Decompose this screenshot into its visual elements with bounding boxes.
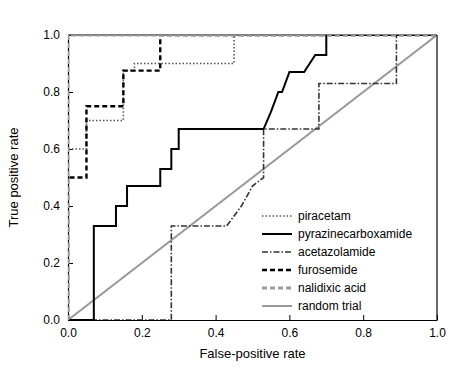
legend-swatch bbox=[262, 233, 292, 235]
y-axis-title: True positive rate bbox=[6, 128, 21, 228]
tick-label: 0.8 bbox=[355, 326, 372, 340]
tick: 0.4 bbox=[208, 315, 225, 340]
frame bbox=[436, 35, 437, 320]
legend-swatch bbox=[262, 269, 292, 271]
tick-label: 0.2 bbox=[134, 326, 151, 340]
tick-mark bbox=[216, 315, 217, 320]
tick: 0.8 bbox=[355, 315, 372, 340]
series-line bbox=[68, 35, 437, 320]
legend: piracetam pyrazinecarboxamide acetazolamid… bbox=[262, 209, 412, 313]
series-line bbox=[68, 35, 437, 320]
legend-label: furosemide bbox=[298, 263, 358, 277]
legend-label: nalidixic acid bbox=[298, 281, 366, 295]
series-line bbox=[68, 35, 437, 320]
tick-label: 0.4 bbox=[208, 326, 225, 340]
tick: 1.0 bbox=[429, 315, 446, 340]
legend-label: pyrazinecarboxamide bbox=[298, 227, 412, 241]
x-axis-title: False-positive rate bbox=[199, 346, 305, 361]
x-axis: 0.0 0.2 0.4 0.6 0.8 1.0 bbox=[60, 315, 446, 340]
legend-swatch bbox=[262, 215, 292, 217]
legend-swatch bbox=[262, 305, 292, 307]
legend-label: random trial bbox=[298, 299, 361, 313]
tick-label: 1.0 bbox=[43, 28, 60, 42]
chart: 0.0 0.2 0.4 0.6 0.8 1.0 0.0 0.2 0.4 0.6 0.8 1.0 Fals… bbox=[0, 0, 458, 370]
plot-area: 0.0 0.2 0.4 0.6 0.8 1.0 0.0 0.2 0.4 0.6 0.8 1.0 bbox=[43, 28, 446, 339]
legend-label: piracetam bbox=[298, 209, 351, 223]
series-line bbox=[68, 35, 437, 320]
series-line bbox=[68, 35, 437, 320]
axis-line bbox=[69, 320, 438, 321]
tick-label: 0.6 bbox=[282, 326, 299, 340]
series-group bbox=[68, 35, 437, 320]
tick-label: 0.0 bbox=[43, 313, 60, 327]
tick-label: 1.0 bbox=[429, 326, 446, 340]
tick: 0.6 bbox=[282, 315, 299, 340]
series-line bbox=[68, 35, 437, 320]
tick: 0.2 bbox=[134, 315, 151, 340]
legend-swatch bbox=[262, 287, 292, 290]
tick-label: 0.2 bbox=[43, 256, 60, 270]
tick-mark bbox=[68, 320, 73, 321]
tick-label: 0.0 bbox=[60, 326, 77, 340]
tick-label: 0.4 bbox=[43, 199, 60, 213]
tick-mark bbox=[289, 315, 290, 320]
y-axis: 0.0 0.2 0.4 0.6 0.8 1.0 bbox=[43, 28, 73, 327]
legend-swatch bbox=[262, 251, 292, 253]
tick-label: 0.8 bbox=[43, 85, 60, 99]
tick-mark bbox=[363, 315, 364, 320]
tick-label: 0.6 bbox=[43, 142, 60, 156]
legend-label: acetazolamide bbox=[298, 245, 376, 259]
